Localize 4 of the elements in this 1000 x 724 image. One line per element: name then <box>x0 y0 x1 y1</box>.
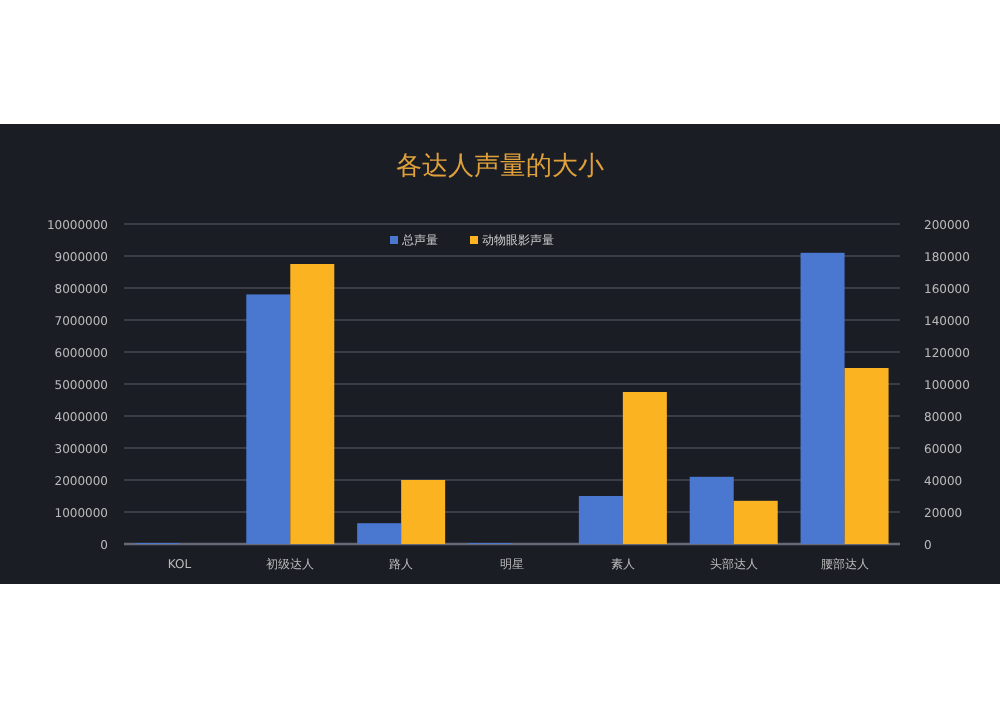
bar <box>622 392 667 544</box>
chart-title: 各达人声量的大小 <box>396 152 604 182</box>
bar <box>401 480 446 544</box>
bar <box>578 496 623 544</box>
